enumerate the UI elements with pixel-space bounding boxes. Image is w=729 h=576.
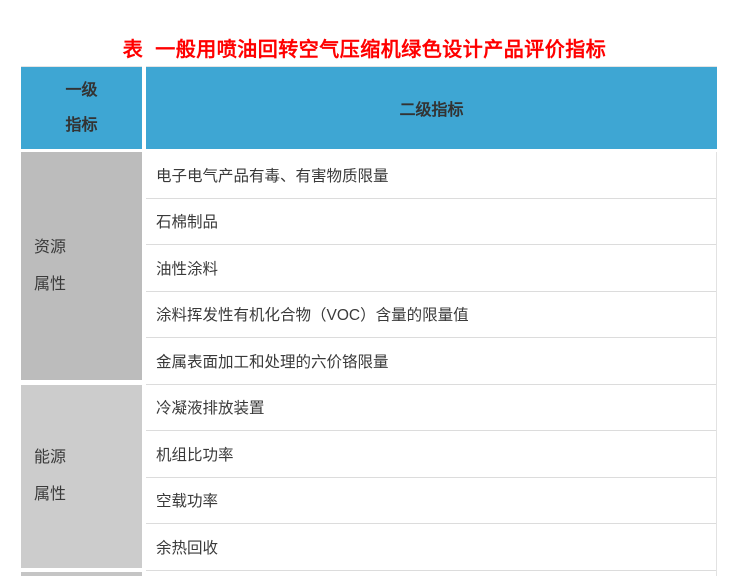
table-title: 表 一般用喷油回转空气压缩机绿色设计产品评价指标 [122, 39, 607, 61]
header-cell-level2: 二级指标 [146, 66, 717, 149]
table-row: 涂料挥发性有机化合物（VOC）含量的限量值 [146, 291, 716, 338]
group-cell-energy: 能源 属性 [21, 384, 142, 568]
row-label: 石棉制品 [156, 214, 219, 232]
header-level1-line1: 一级 [65, 82, 98, 99]
header-cell-level1: 一级 指标 [21, 66, 142, 149]
row-label: 余热回收 [156, 539, 219, 557]
indicator-table: 一级 指标 二级指标 资源 属性 能源 属性 电子 [21, 66, 717, 576]
group-energy-line2: 属性 [34, 486, 67, 503]
table-row: 电子电气产品有毒、有害物质限量 [146, 152, 716, 199]
group-column: 资源 属性 能源 属性 [21, 152, 142, 576]
header-level2-label: 二级指标 [399, 102, 464, 119]
table-row: 机组比功率 [146, 431, 716, 478]
row-label: 电子电气产品有毒、有害物质限量 [156, 167, 389, 185]
row-label: 机组比功率 [156, 446, 234, 464]
row-label: 油性涂料 [156, 260, 219, 278]
table-header-row: 一级 指标 二级指标 [21, 66, 717, 149]
row-label: 冷凝液排放装置 [156, 400, 265, 418]
header-level1-line2: 指标 [65, 117, 98, 134]
group-resource-line1: 资源 [34, 239, 67, 256]
table-row: 金属表面加工和处理的六价铬限量 [146, 338, 716, 385]
table-row: 油性涂料 [146, 245, 716, 292]
table-row: 石棉制品 [146, 198, 716, 245]
group-resource-line2: 属性 [34, 276, 67, 293]
table-row: 冷凝液排放装置 [146, 384, 716, 431]
group-cell-resource: 资源 属性 [21, 152, 142, 380]
group-cell-next-partial [21, 571, 142, 576]
row-label: 空载功率 [156, 493, 219, 511]
row-label: 金属表面加工和处理的六价铬限量 [156, 353, 389, 371]
group-energy-line1: 能源 [34, 449, 67, 466]
table-body: 资源 属性 能源 属性 电子电气产品有毒、有害物质限量 石棉制品 油性涂料 [21, 152, 717, 576]
table-row: 空载功率 [146, 477, 716, 524]
row-label: 涂料挥发性有机化合物（VOC）含量的限量值 [156, 307, 469, 325]
indicator-column: 电子电气产品有毒、有害物质限量 石棉制品 油性涂料 涂料挥发性有机化合物（VOC… [146, 152, 717, 576]
table-row: 余热回收 [146, 524, 716, 571]
